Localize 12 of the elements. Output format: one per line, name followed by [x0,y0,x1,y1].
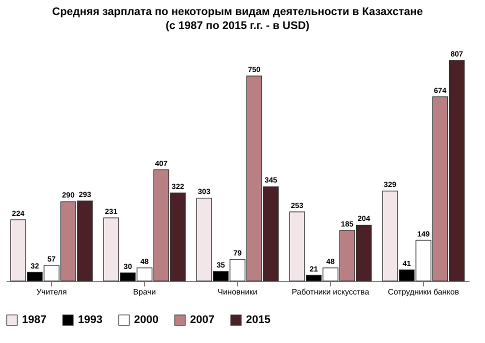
legend-label: 2015 [246,314,270,326]
x-tick-label: Врачи [133,288,156,296]
legend-label: 2000 [134,314,158,326]
x-tick-label: Работники искусства [292,288,370,296]
chart-title: Средняя зарплата по некоторым видам деятельности в Казахстане [52,6,423,18]
x-tick-label: Учителя [36,288,67,296]
legend-label: 1987 [22,314,46,326]
legend-label: 2007 [190,314,214,326]
x-tick-label: Чиновники [218,288,258,296]
legend-label: 1993 [78,314,102,326]
chart-subtitle: (с 1987 по 2015 г.г. - в USD) [166,20,310,32]
x-tick-label: Сотрудники банков [388,288,459,296]
